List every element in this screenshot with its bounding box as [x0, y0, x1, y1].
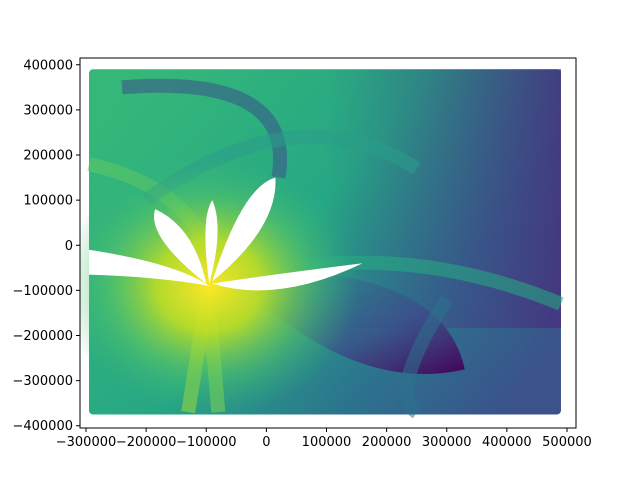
point-cloud-bright-center — [80, 155, 360, 416]
empty-region-5 — [212, 177, 276, 282]
x-tick-label: 200000 — [362, 435, 412, 450]
y-tick-label: 100000 — [23, 194, 73, 209]
white-gap-regions — [89, 177, 363, 291]
scatter-points — [80, 69, 564, 419]
plot-area — [80, 69, 564, 419]
empty-region-1 — [89, 247, 210, 286]
y-tick-label: 400000 — [23, 58, 73, 73]
empty-region-2 — [212, 263, 363, 291]
x-tick-label: −200000 — [116, 435, 177, 450]
x-tick-label: 0 — [262, 435, 270, 450]
y-tick-label: 300000 — [23, 103, 73, 118]
x-tick-label: −300000 — [56, 435, 117, 450]
x-tick-label: 400000 — [482, 435, 532, 450]
x-tick-label: 300000 — [422, 435, 472, 450]
y-tick-label: −400000 — [12, 419, 73, 434]
y-tick-label: −300000 — [12, 374, 73, 389]
y-tick-label: −100000 — [12, 284, 73, 299]
x-tick-label: −100000 — [176, 435, 237, 450]
axes-frame — [79, 57, 577, 429]
point-band-2 — [121, 78, 287, 179]
point-band-7 — [399, 295, 453, 419]
empty-region-4 — [205, 200, 218, 284]
x-axis: −300000 −200000 −100000 0 100000 200000 300000… — [56, 428, 592, 450]
x-tick-label: 100000 — [302, 435, 352, 450]
y-axis: −400000 −300000 −200000 −100000 0 100000 20000… — [12, 58, 80, 434]
y-tick-label: 0 — [65, 239, 73, 254]
empty-region-3 — [153, 209, 207, 284]
y-tick-label: 200000 — [23, 149, 73, 164]
y-tick-label: −200000 — [12, 329, 73, 344]
x-tick-label: 500000 — [542, 435, 592, 450]
